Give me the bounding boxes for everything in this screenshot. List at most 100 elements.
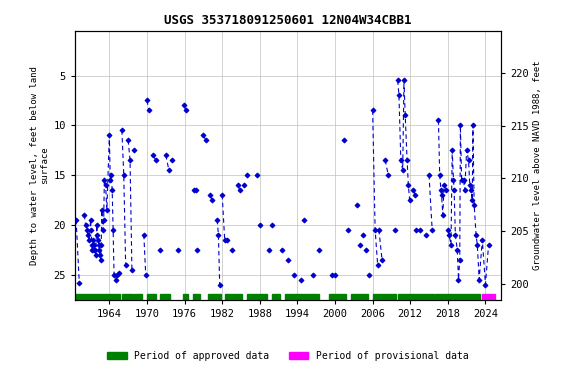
Point xyxy=(459,177,468,183)
Bar xyxy=(397,294,434,300)
Point xyxy=(141,271,150,278)
Point xyxy=(484,242,493,248)
Point xyxy=(415,227,425,233)
Point xyxy=(331,271,340,278)
Point xyxy=(102,207,111,213)
Point xyxy=(283,257,293,263)
Point xyxy=(314,247,324,253)
Point xyxy=(362,247,371,253)
Point xyxy=(108,227,118,233)
Point xyxy=(427,227,437,233)
Point xyxy=(96,257,105,263)
Point xyxy=(455,257,464,263)
Point xyxy=(130,147,139,153)
Point xyxy=(471,232,480,238)
Bar xyxy=(373,294,396,300)
Bar xyxy=(209,294,221,300)
Bar xyxy=(247,294,267,300)
Point xyxy=(213,217,222,223)
Point xyxy=(412,227,421,233)
Point xyxy=(94,247,104,253)
Point xyxy=(393,78,402,84)
Point xyxy=(71,217,81,223)
Point xyxy=(296,276,305,283)
Point xyxy=(127,266,137,273)
Point xyxy=(220,237,229,243)
Point xyxy=(290,271,299,278)
Point xyxy=(453,247,462,253)
Point xyxy=(465,182,475,188)
Point xyxy=(79,212,89,218)
Point xyxy=(81,222,90,228)
Point xyxy=(179,102,188,108)
Point xyxy=(164,167,173,173)
Bar xyxy=(435,294,480,300)
Point xyxy=(343,227,352,233)
Bar xyxy=(272,294,280,300)
Point xyxy=(88,247,97,253)
Point xyxy=(168,157,177,163)
Point xyxy=(174,247,183,253)
Point xyxy=(268,222,277,228)
Point xyxy=(101,182,110,188)
Point xyxy=(123,137,132,143)
Point xyxy=(398,167,407,173)
Point xyxy=(473,242,482,248)
Point xyxy=(475,276,484,283)
Point xyxy=(191,187,200,193)
Point xyxy=(396,157,406,163)
Point xyxy=(401,112,410,118)
Point xyxy=(151,157,160,163)
Point xyxy=(421,232,430,238)
Point xyxy=(451,232,460,238)
Point xyxy=(467,187,476,193)
Point xyxy=(155,247,164,253)
Point xyxy=(97,242,106,248)
Point xyxy=(434,117,443,123)
Bar xyxy=(225,294,242,300)
Point xyxy=(441,187,450,193)
Point xyxy=(222,237,231,243)
Point xyxy=(90,247,100,253)
Point xyxy=(340,137,349,143)
Point xyxy=(448,147,457,153)
Point xyxy=(435,172,444,178)
Point xyxy=(94,242,103,248)
Point xyxy=(218,192,227,198)
Point xyxy=(86,217,95,223)
Point xyxy=(359,232,368,238)
Point xyxy=(456,122,465,128)
Point xyxy=(109,271,119,278)
Point xyxy=(437,192,446,198)
Point xyxy=(119,172,128,178)
Point xyxy=(468,197,477,203)
Point xyxy=(439,182,449,188)
Point xyxy=(90,247,99,253)
Point xyxy=(144,107,153,113)
Point xyxy=(99,217,108,223)
Point xyxy=(242,172,252,178)
Point xyxy=(201,137,210,143)
Point xyxy=(355,242,365,248)
Point xyxy=(85,237,94,243)
Point xyxy=(370,227,380,233)
Point xyxy=(205,192,214,198)
Point xyxy=(121,262,130,268)
Y-axis label: Groundwater level above NAVD 1988, feet: Groundwater level above NAVD 1988, feet xyxy=(533,60,542,270)
Point xyxy=(111,276,120,283)
Point xyxy=(395,93,404,99)
Point xyxy=(353,202,362,208)
Point xyxy=(464,157,473,163)
Point xyxy=(96,252,105,258)
Point xyxy=(469,202,479,208)
Point xyxy=(255,222,264,228)
Point xyxy=(91,252,100,258)
Point xyxy=(478,237,487,243)
Point xyxy=(377,257,386,263)
Bar xyxy=(183,294,188,300)
Point xyxy=(252,172,262,178)
Bar xyxy=(160,294,170,300)
Point xyxy=(87,242,96,248)
Point xyxy=(460,187,469,193)
Point xyxy=(93,237,103,243)
